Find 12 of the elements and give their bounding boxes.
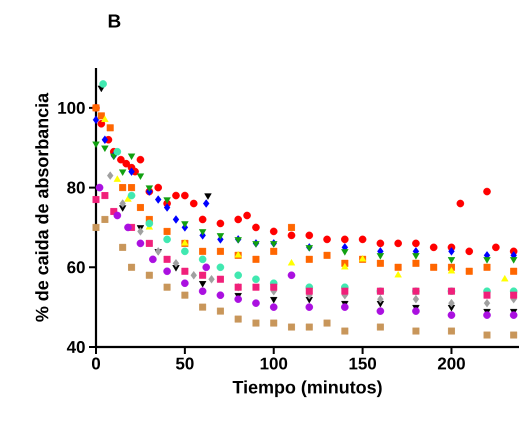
y-axis-title: % de caida de absorbancia: [35, 92, 48, 322]
x-tick-label: 200: [438, 358, 465, 370]
x-axis-title: Tiempo (minutos): [232, 380, 382, 398]
y-tick-label: 40: [66, 341, 85, 353]
x-tick-label: 100: [260, 358, 288, 370]
y-tick-label: 80: [67, 182, 85, 194]
y-tick-label: 60: [67, 261, 85, 274]
chart-title: B: [108, 14, 120, 28]
x-tick-label: 0: [92, 358, 100, 370]
x-tick-label: 150: [350, 358, 376, 370]
x-tick-label: 50: [176, 358, 194, 370]
y-tick-label: 100: [58, 102, 85, 114]
